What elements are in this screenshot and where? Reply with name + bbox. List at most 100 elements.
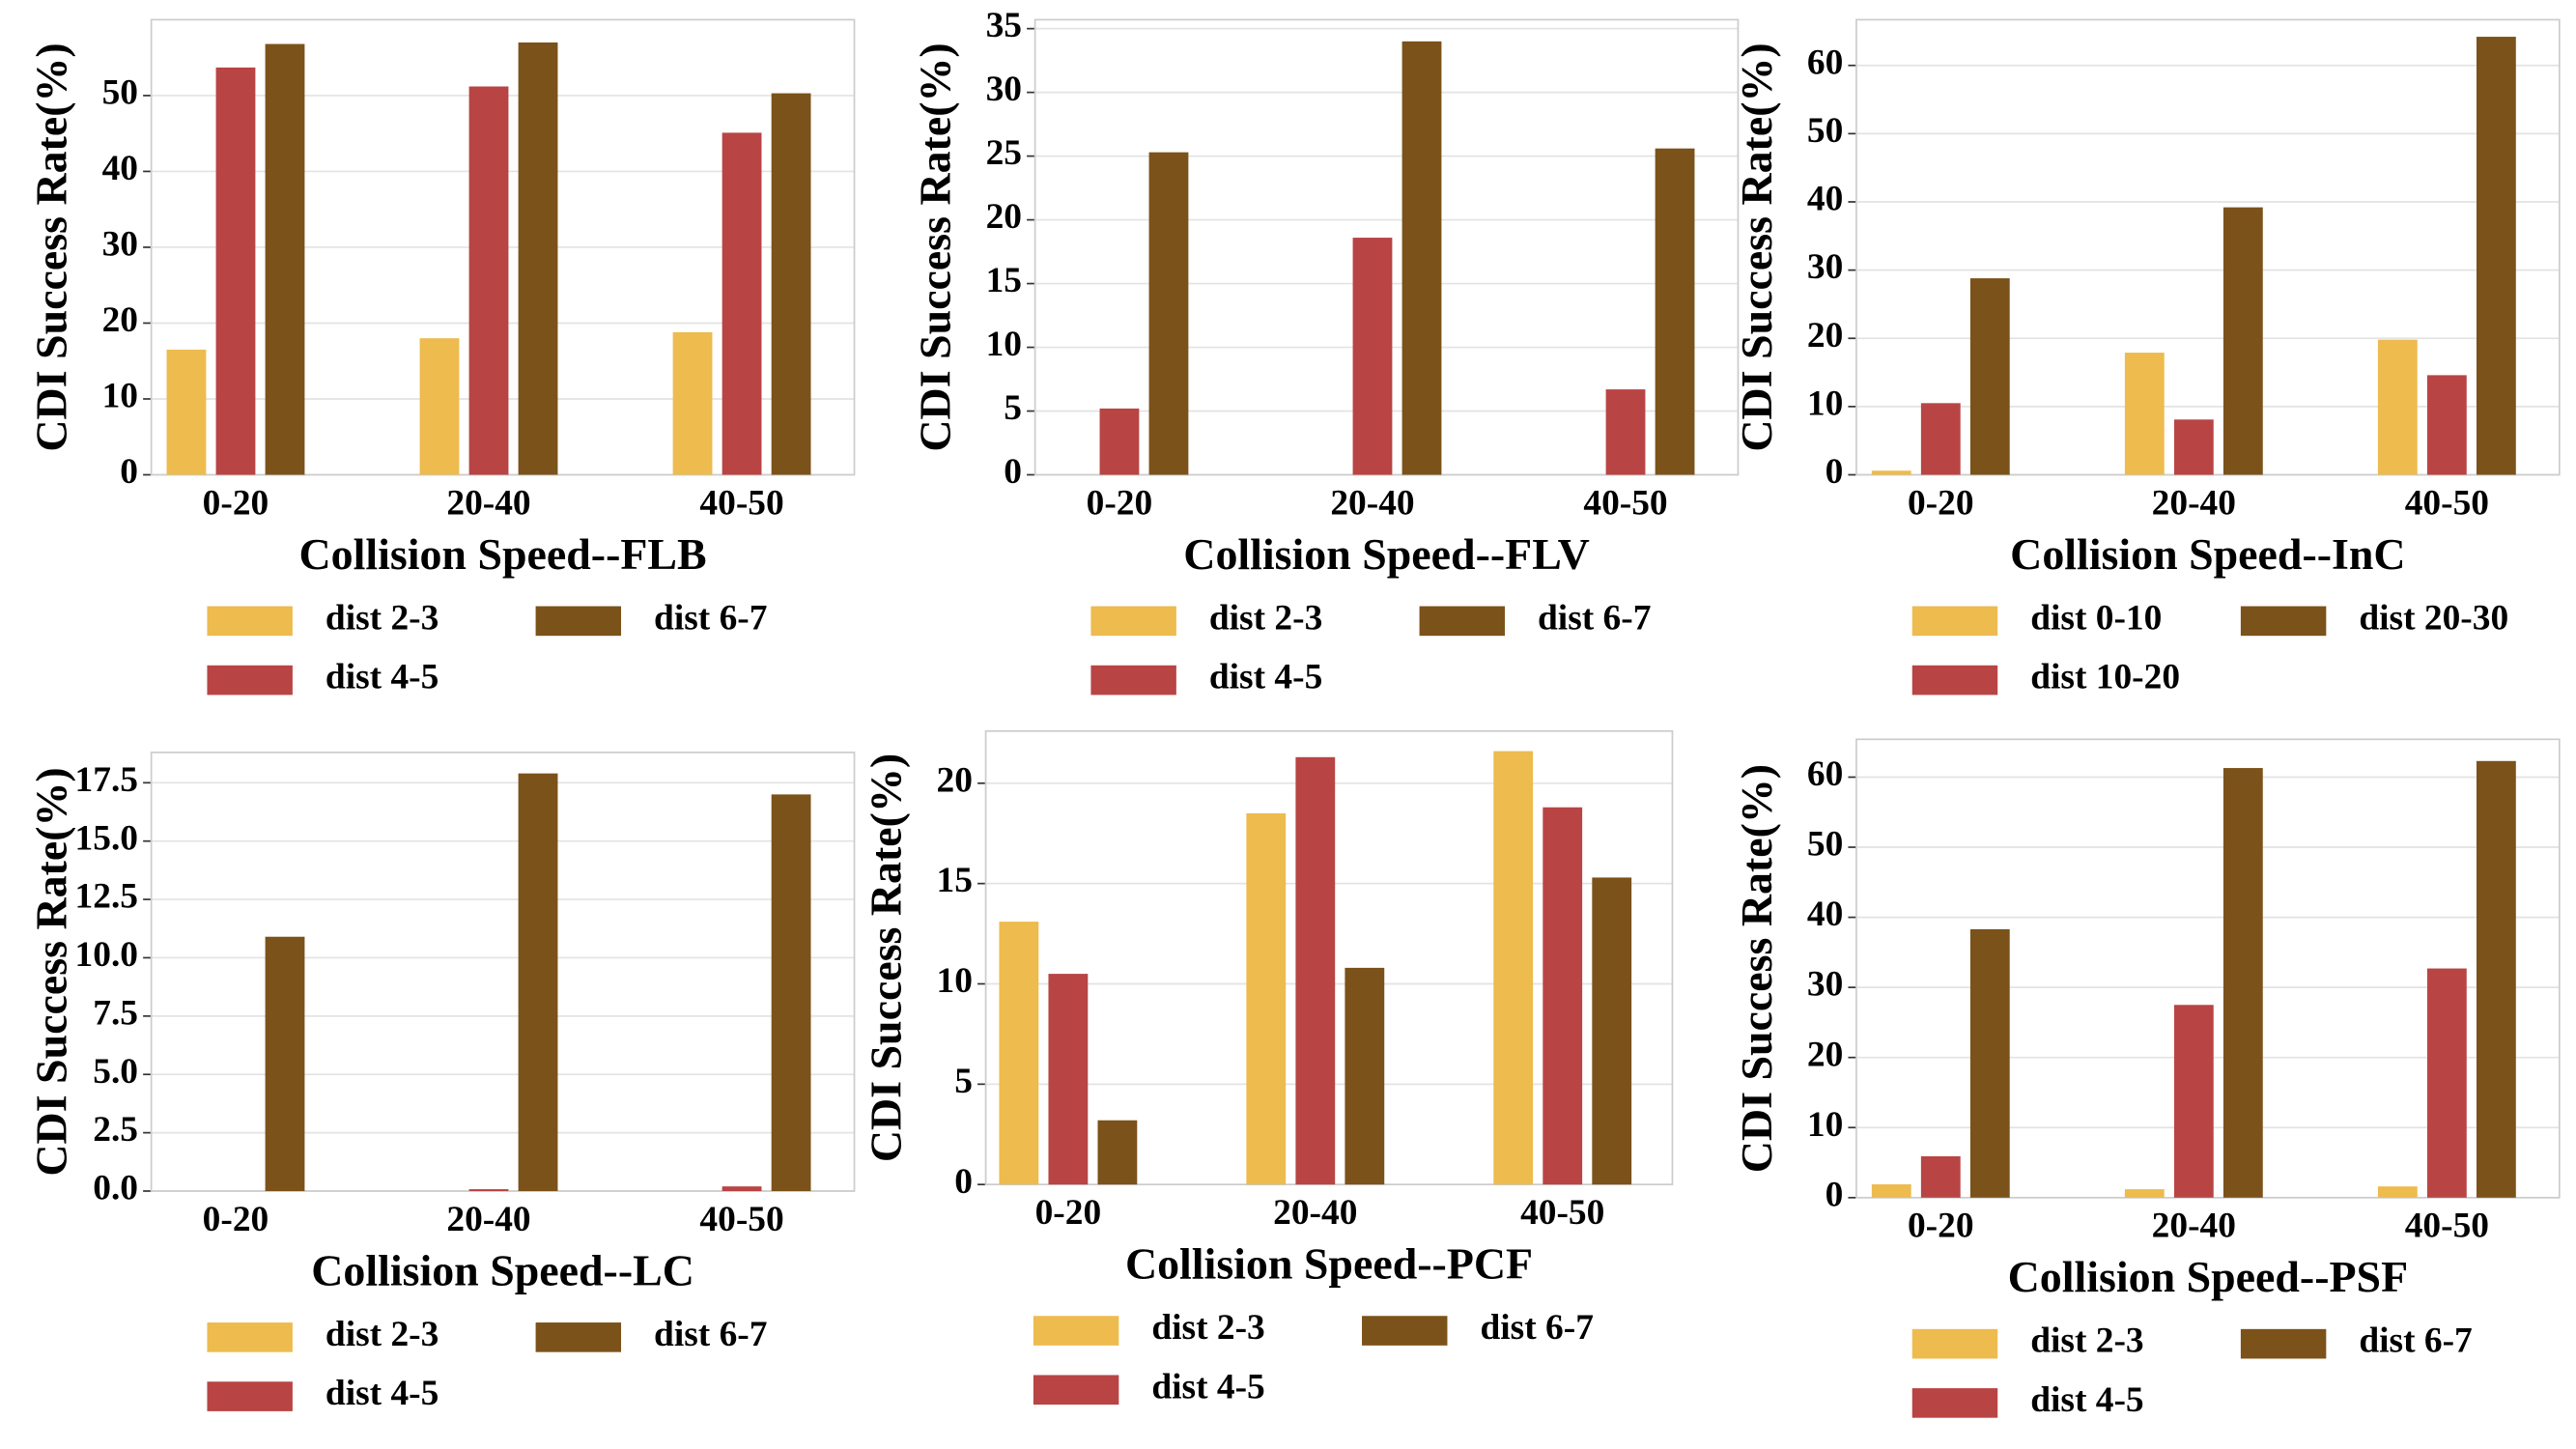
bar: [2124, 1189, 2165, 1198]
x-tick-label: 40-50: [699, 1200, 783, 1239]
y-tick-label: 30: [1807, 247, 1843, 287]
x-tick-label: 20-40: [2152, 483, 2236, 523]
legend-swatch: [1911, 606, 1998, 637]
legend-swatch: [2240, 606, 2327, 637]
y-axis-label: CDI Success Rate(%): [861, 753, 910, 1162]
legend-swatch: [1362, 1316, 1448, 1346]
x-tick-label: 40-50: [699, 483, 783, 523]
y-tick-label: 25: [986, 133, 1022, 173]
bar: [1048, 974, 1089, 1185]
x-tick-label: 40-50: [2405, 483, 2489, 523]
subplot: 0 10 20 30 40 50 60 0-20 20-40 40-50 Collision Spe…: [1732, 738, 2561, 1420]
legend-swatch: [1911, 665, 1998, 696]
y-tick-label: 0: [120, 452, 138, 492]
x-tick-label: 20-40: [2152, 1207, 2236, 1246]
y-tick-label: 20: [986, 197, 1022, 237]
bar: [2426, 375, 2467, 475]
bar: [468, 1189, 509, 1191]
y-tick-label: 5.0: [93, 1052, 138, 1092]
y-tick-label: 10: [1807, 384, 1843, 423]
legend-swatch: [1090, 606, 1176, 637]
bar: [1148, 152, 1189, 475]
legend-swatch: [207, 1381, 293, 1411]
bar: [1592, 877, 1632, 1185]
bar: [999, 922, 1039, 1185]
bar: [1605, 389, 1646, 475]
bar: [1097, 1120, 1138, 1185]
y-tick-label: 20: [937, 760, 973, 800]
legend-label: dist 6-7: [1538, 598, 1651, 638]
y-tick-label: 40: [102, 149, 138, 188]
bar: [2476, 760, 2516, 1198]
legend-swatch: [535, 606, 622, 637]
legend-swatch: [2240, 1328, 2327, 1359]
bar: [1871, 470, 1911, 475]
x-axis-label: Collision Speed--LC: [311, 1245, 694, 1294]
y-tick-label: 60: [1807, 43, 1843, 82]
bar: [672, 331, 713, 475]
y-axis-label: CDI Success Rate(%): [27, 43, 76, 451]
bar: [722, 1186, 762, 1191]
bar: [2222, 768, 2263, 1198]
legend-swatch: [1033, 1375, 1119, 1406]
bar: [1655, 148, 1695, 475]
bar: [1543, 807, 1583, 1185]
bar: [166, 349, 207, 475]
legend-swatch: [1033, 1316, 1119, 1346]
x-tick-label: 20-40: [1273, 1193, 1357, 1233]
y-tick-label: 7.5: [93, 993, 138, 1033]
legend-label: dist 6-7: [654, 1315, 767, 1354]
x-tick-label: 40-50: [2405, 1207, 2489, 1246]
y-tick-label: 30: [1807, 965, 1843, 1005]
x-axis-label: Collision Speed--PSF: [2008, 1252, 2408, 1301]
x-axis-label: Collision Speed--FLV: [1183, 529, 1589, 579]
bar: [265, 936, 305, 1191]
y-tick-label: 15: [986, 261, 1022, 300]
x-tick-label: 0-20: [1087, 483, 1153, 523]
x-axis-label: Collision Speed--FLB: [298, 529, 706, 579]
x-axis-label: Collision Speed--InC: [2010, 529, 2405, 579]
legend-swatch: [1090, 665, 1176, 696]
legend-label: dist 2-3: [1151, 1308, 1264, 1348]
bar: [2377, 339, 2418, 475]
bar: [1871, 1184, 1911, 1198]
x-tick-label: 0-20: [1908, 483, 1974, 523]
y-tick-label: 20: [1807, 316, 1843, 355]
y-tick-label: 2.5: [93, 1110, 138, 1150]
y-tick-label: 60: [1807, 754, 1843, 794]
y-axis-label: CDI Success Rate(%): [1732, 43, 1781, 451]
y-tick-label: 10: [1807, 1105, 1843, 1145]
bar: [1969, 928, 2010, 1198]
bar: [1352, 238, 1393, 475]
bar: [518, 773, 558, 1191]
legend-label: dist 4-5: [326, 658, 439, 697]
legend-label: dist 20-30: [2359, 598, 2508, 638]
y-tick-label: 35: [986, 6, 1022, 45]
bar: [1401, 41, 1442, 475]
y-axis-label: CDI Success Rate(%): [27, 767, 76, 1176]
y-tick-label: 10: [937, 961, 973, 1001]
bar: [265, 43, 305, 475]
legend-label: dist 4-5: [2030, 1380, 2143, 1420]
legend-swatch: [207, 665, 293, 696]
y-tick-label: 10.0: [75, 935, 138, 975]
y-tick-label: 50: [102, 73, 138, 113]
bar: [1920, 403, 1961, 475]
y-tick-label: 5: [1004, 388, 1022, 428]
y-tick-label: 0.0: [93, 1169, 138, 1208]
y-tick-label: 50: [1807, 111, 1843, 151]
y-tick-label: 17.5: [75, 760, 138, 800]
x-tick-label: 0-20: [203, 1200, 269, 1239]
bar: [722, 132, 762, 475]
x-tick-label: 20-40: [446, 483, 530, 523]
legend-label: dist 6-7: [1480, 1308, 1593, 1348]
y-tick-label: 5: [954, 1062, 973, 1101]
y-tick-label: 40: [1807, 895, 1843, 934]
bar: [2377, 1186, 2418, 1198]
legend-label: dist 10-20: [2030, 658, 2180, 697]
subplot: 0 5 10 15 20 25 30 35 0-20 20-40 40-50 Collision Sp…: [910, 6, 1740, 697]
bar: [468, 86, 509, 475]
y-tick-label: 15.0: [75, 818, 138, 858]
